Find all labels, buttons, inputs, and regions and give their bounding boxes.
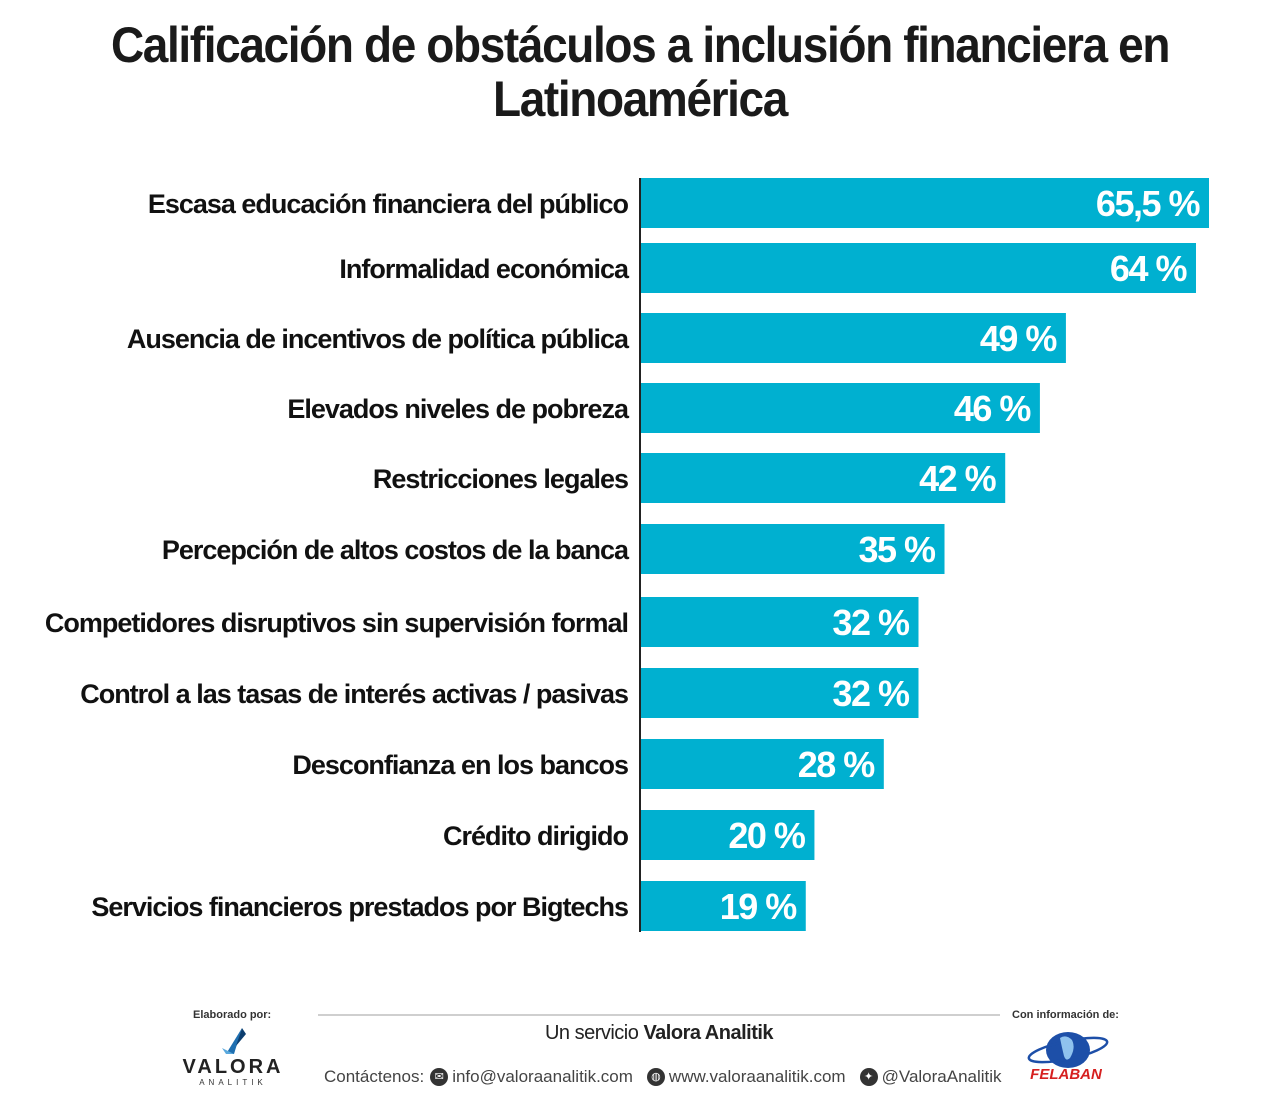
chart-title-line2: Latinoamérica <box>493 71 788 127</box>
value-label: 32 % <box>832 673 910 714</box>
envelope-icon: ✉ <box>430 1068 449 1086</box>
value-label: 46 % <box>954 388 1032 429</box>
category-label: Crédito dirigido <box>443 821 628 851</box>
bars-layer: Escasa educación financiera del público 6… <box>45 178 1209 931</box>
category-label: Elevados niveles de pobreza <box>287 394 630 424</box>
twitter-text: @ValoraAnalitik <box>881 1067 1002 1086</box>
chart-title-line1: Calificación de obstáculos a inclusión f… <box>110 17 1170 73</box>
bar <box>641 313 1066 363</box>
value-label: 35 % <box>858 529 936 570</box>
valora-subtitle: ANALITIK <box>199 1078 267 1087</box>
contacts-row: Contáctenos: ✉ info@valoraanalitik.com ◍… <box>324 1066 1010 1088</box>
service-credit: Un servicio Valora Analitik <box>318 1022 1000 1045</box>
valora-logo-icon <box>222 1028 246 1054</box>
bar <box>641 597 919 647</box>
value-label: 28 % <box>798 744 876 785</box>
category-label: Competidores disruptivos sin supervisión… <box>45 608 628 638</box>
bar <box>641 810 815 860</box>
felaban-name: FELABAN <box>1030 1066 1102 1083</box>
footer-divider <box>318 1014 1000 1016</box>
felaban-globe-icon <box>1027 1032 1109 1068</box>
category-label: Desconfianza en los bancos <box>292 750 628 780</box>
bar <box>641 739 884 789</box>
category-label: Ausencia de incentivos de política públi… <box>127 324 630 354</box>
website-text: www.valoraanalitik.com <box>668 1067 846 1086</box>
valora-name: VALORA <box>182 1056 284 1078</box>
bar <box>641 453 1006 503</box>
value-label: 64 % <box>1110 248 1188 289</box>
category-label: Escasa educación financiera del público <box>148 189 629 219</box>
info-label: Con información de: <box>1012 1009 1119 1021</box>
value-label: 49 % <box>980 318 1058 359</box>
category-label: Restricciones legales <box>373 464 628 494</box>
bar <box>641 524 945 574</box>
email-contact[interactable]: ✉ info@valoraanalitik.com <box>430 1067 633 1087</box>
value-label: 19 % <box>720 886 798 927</box>
category-label: Control a las tasas de interés activas /… <box>80 679 628 709</box>
bar <box>641 243 1196 293</box>
email-text: info@valoraanalitik.com <box>452 1067 633 1086</box>
category-label: Servicios financieros prestados por Bigt… <box>91 892 628 922</box>
value-label: 42 % <box>919 458 997 499</box>
elaborado-label: Elaborado por: <box>193 1009 272 1021</box>
value-label: 65,5 % <box>1096 183 1201 224</box>
service-prefix: Un servicio <box>544 1022 644 1044</box>
bar <box>641 178 1209 228</box>
value-label: 32 % <box>832 602 910 643</box>
bar-chart: Escasa educación financiera del público 6… <box>45 178 1209 932</box>
category-label: Informalidad económica <box>339 254 630 284</box>
twitter-icon: ✦ <box>859 1068 878 1086</box>
bar <box>641 383 1040 433</box>
value-label: 20 % <box>728 815 806 856</box>
twitter-contact[interactable]: ✦ @ValoraAnalitik <box>859 1067 1002 1087</box>
chart-title: Calificación de obstáculos a inclusión f… <box>51 18 1229 126</box>
website-contact[interactable]: ◍ www.valoraanalitik.com <box>646 1067 846 1087</box>
contact-label: Contáctenos: <box>324 1067 425 1086</box>
bar <box>641 668 919 718</box>
bar <box>641 881 806 931</box>
category-label: Percepción de altos costos de la banca <box>162 535 630 565</box>
globe-icon: ◍ <box>646 1068 665 1086</box>
service-brand: Valora Analitik <box>643 1022 774 1044</box>
